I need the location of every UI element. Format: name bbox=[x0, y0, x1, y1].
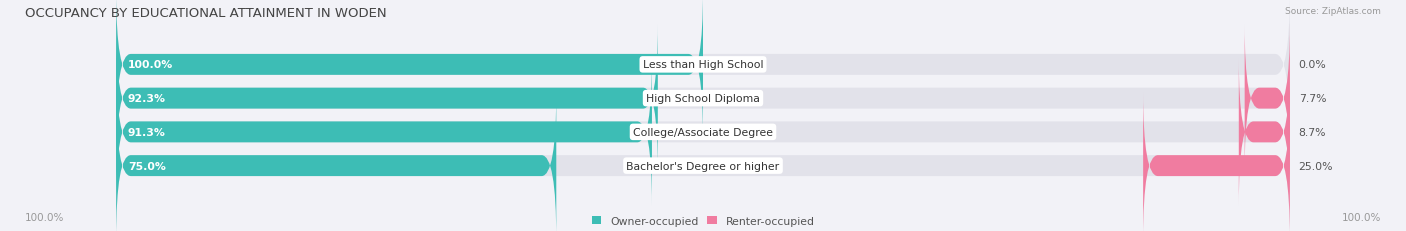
Text: 100.0%: 100.0% bbox=[128, 60, 173, 70]
Text: Less than High School: Less than High School bbox=[643, 60, 763, 70]
FancyBboxPatch shape bbox=[117, 92, 1289, 231]
FancyBboxPatch shape bbox=[117, 92, 557, 231]
Text: College/Associate Degree: College/Associate Degree bbox=[633, 127, 773, 137]
FancyBboxPatch shape bbox=[117, 25, 1289, 172]
Text: 25.0%: 25.0% bbox=[1299, 161, 1333, 171]
Text: High School Diploma: High School Diploma bbox=[647, 94, 759, 104]
FancyBboxPatch shape bbox=[117, 0, 703, 139]
FancyBboxPatch shape bbox=[117, 59, 652, 206]
FancyBboxPatch shape bbox=[117, 25, 658, 172]
Legend: Owner-occupied, Renter-occupied: Owner-occupied, Renter-occupied bbox=[592, 216, 814, 226]
Text: Source: ZipAtlas.com: Source: ZipAtlas.com bbox=[1285, 7, 1381, 16]
Text: 8.7%: 8.7% bbox=[1299, 127, 1326, 137]
FancyBboxPatch shape bbox=[1244, 25, 1289, 172]
Text: 0.0%: 0.0% bbox=[1299, 60, 1326, 70]
Text: Bachelor's Degree or higher: Bachelor's Degree or higher bbox=[627, 161, 779, 171]
FancyBboxPatch shape bbox=[117, 0, 1289, 139]
Text: 75.0%: 75.0% bbox=[128, 161, 166, 171]
FancyBboxPatch shape bbox=[1239, 59, 1289, 206]
Text: OCCUPANCY BY EDUCATIONAL ATTAINMENT IN WODEN: OCCUPANCY BY EDUCATIONAL ATTAINMENT IN W… bbox=[25, 7, 387, 20]
FancyBboxPatch shape bbox=[1143, 92, 1289, 231]
Text: 91.3%: 91.3% bbox=[128, 127, 166, 137]
Text: 7.7%: 7.7% bbox=[1299, 94, 1326, 104]
Text: 100.0%: 100.0% bbox=[1341, 212, 1381, 222]
FancyBboxPatch shape bbox=[117, 59, 1289, 206]
Text: 100.0%: 100.0% bbox=[25, 212, 65, 222]
Text: 92.3%: 92.3% bbox=[128, 94, 166, 104]
